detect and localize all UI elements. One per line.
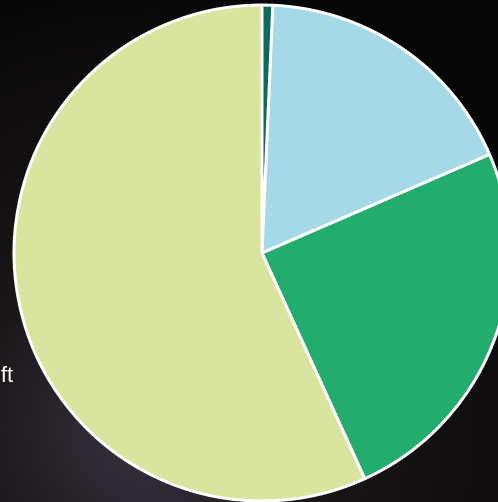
pie-slice — [12, 3, 367, 502]
annotation: ift — [0, 362, 13, 387]
pie — [12, 3, 498, 502]
pie-slice — [260, 3, 492, 255]
pie-slice — [260, 153, 498, 481]
